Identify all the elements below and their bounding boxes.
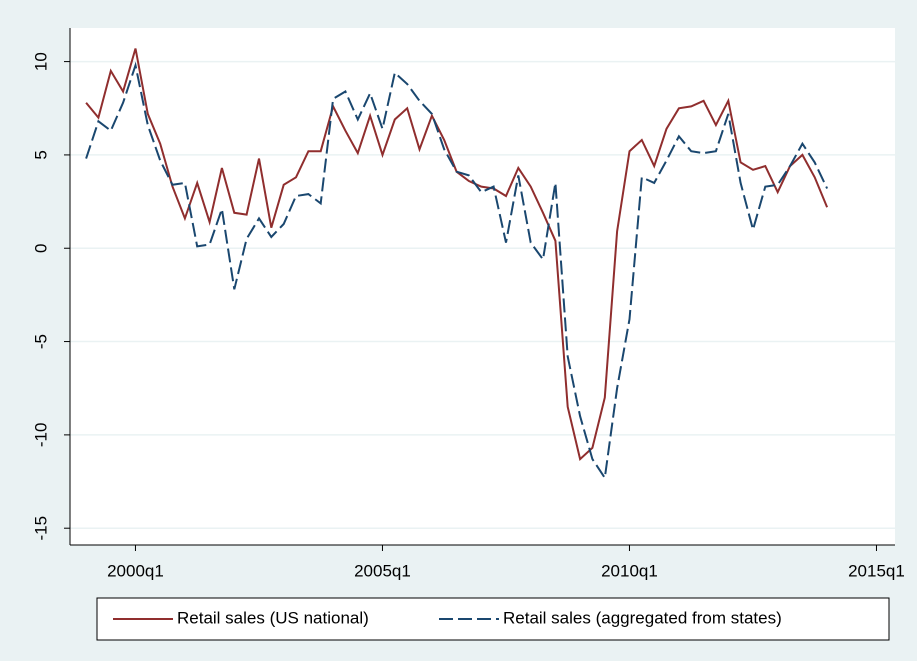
- line: [85, 61, 829, 481]
- y-tick-label: -10: [31, 423, 50, 448]
- y-tick-label: -5: [31, 334, 50, 349]
- y-tick-label: 5: [31, 150, 50, 159]
- x-tick-label: 2015q1: [848, 561, 905, 580]
- legend: [96, 597, 890, 641]
- plot-area: [70, 28, 895, 545]
- x-tick-label: 2000q1: [107, 561, 164, 580]
- x-tick-label: 2005q1: [354, 561, 411, 580]
- y-tick-label: 0: [31, 244, 50, 253]
- legend-label: Retail sales (aggregated from states): [503, 608, 782, 627]
- legend-label: Retail sales (US national): [177, 608, 369, 627]
- y-tick-label: 10: [31, 52, 50, 71]
- x-tick-label: 2010q1: [601, 561, 658, 580]
- y-tick-label: -15: [31, 516, 50, 541]
